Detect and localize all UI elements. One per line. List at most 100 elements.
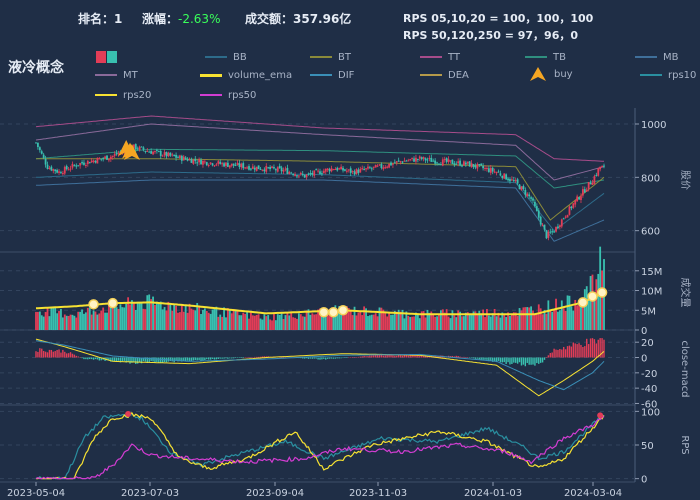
volume-bar — [234, 310, 237, 330]
volume-bar — [370, 314, 373, 330]
candle-body — [250, 168, 252, 170]
volume-bar — [138, 303, 141, 330]
macd-hist-bar — [576, 344, 578, 358]
volume-bar — [42, 316, 45, 330]
volume-bar — [154, 304, 156, 330]
candle-body — [344, 169, 346, 171]
candle-body — [574, 200, 577, 205]
candle-body — [576, 196, 579, 202]
macd-hist-bar — [470, 357, 473, 359]
macd-hist-bar — [493, 357, 496, 361]
macd-hist-bar — [131, 357, 133, 363]
macd-hist-bar — [160, 357, 162, 363]
candle-body — [282, 170, 285, 172]
volume-bar — [390, 314, 392, 330]
macd-hist-bar — [351, 357, 354, 358]
y-tick-label: 600 — [641, 227, 660, 238]
volume-bar — [129, 304, 131, 330]
candle-body — [246, 167, 248, 169]
macd-hist-bar — [35, 351, 37, 358]
y-tick-label: -60 — [641, 399, 657, 410]
candle-body — [409, 159, 412, 161]
macd-hist-bar — [326, 357, 329, 359]
volume-bar — [294, 317, 296, 330]
macd-hist-bar — [94, 357, 97, 360]
candle-body — [37, 142, 39, 147]
volume-bar — [108, 301, 110, 330]
candle-body — [420, 157, 423, 160]
macd-hist-bar — [148, 357, 150, 363]
macd-hist-bar — [409, 355, 411, 358]
candle-body — [543, 224, 546, 230]
legend-rps50: rps50 — [200, 90, 256, 101]
band-line-bt — [36, 158, 605, 221]
macd-hist-bar — [62, 349, 64, 358]
volume-bar — [102, 307, 105, 330]
macd-hist-bar — [192, 357, 195, 361]
macd-hist-bar — [98, 357, 101, 361]
band-line-tb — [35, 148, 605, 189]
y-tick-label: 50 — [641, 441, 654, 452]
candle-body — [436, 162, 438, 164]
volume-bar — [551, 311, 554, 330]
candle-body — [240, 163, 243, 168]
volume-bar — [276, 314, 279, 330]
volume-bar — [117, 308, 120, 330]
volume-bar — [226, 308, 229, 330]
volume-bar — [451, 310, 454, 330]
candle-body — [357, 169, 360, 174]
volume-bar — [353, 306, 356, 330]
macd-hist-bar — [346, 357, 348, 359]
volume-bar — [37, 311, 39, 330]
candle-body — [422, 156, 425, 159]
y-axis-label: 成交量 — [679, 278, 692, 308]
macd-hist-bar — [371, 355, 373, 358]
legend-label-dea: DEA — [448, 70, 469, 81]
volume-bar — [487, 315, 490, 330]
volume-bar — [393, 310, 396, 330]
legend-swatch-mt — [95, 74, 117, 76]
volume-bar — [140, 303, 143, 330]
macd-hist-bar — [81, 357, 83, 359]
macd-hist-bar — [413, 355, 415, 358]
macd-hist-bar — [89, 357, 91, 360]
volume-bar — [601, 270, 603, 330]
macd-hist-bar — [486, 357, 488, 360]
candle-body — [345, 170, 348, 172]
macd-hist-bar — [426, 356, 429, 358]
candle-body — [83, 162, 85, 165]
candle-body — [63, 166, 66, 174]
macd-hist-bar — [332, 357, 335, 359]
macd-hist-bar — [179, 357, 181, 362]
volume-bar — [593, 292, 596, 330]
volume-bar — [61, 317, 64, 330]
volume-bar — [132, 302, 135, 330]
candle-body — [221, 163, 224, 165]
macd-hist-bar — [353, 357, 356, 358]
macd-hist-bar — [37, 351, 39, 358]
legend-rps20: rps20 — [95, 90, 151, 101]
macd-hist-bar — [259, 356, 262, 358]
candle-body — [209, 162, 212, 164]
candle-body — [397, 160, 400, 162]
macd-hist-bar — [369, 355, 371, 358]
macd-hist-bar — [495, 357, 498, 363]
candle-body — [455, 163, 458, 165]
legend-dea: DEA — [420, 70, 469, 81]
macd-hist-bar — [204, 357, 206, 361]
volume-bar — [288, 315, 291, 330]
legend-label-tt: TT — [448, 52, 461, 63]
volume-bar — [269, 319, 272, 330]
macd-hist-bar — [127, 357, 129, 362]
candle-body — [257, 165, 260, 170]
volume-bar — [253, 315, 256, 330]
volume-bar — [570, 306, 573, 330]
candle-body — [146, 150, 149, 152]
candle-body — [213, 165, 216, 167]
candle-body — [441, 159, 444, 166]
macd-hist-bar — [92, 357, 95, 360]
volume-bar — [284, 315, 287, 330]
macd-hist-bar — [156, 357, 158, 362]
macd-hist-bar — [309, 357, 312, 359]
x-tick-label: 2023-11-03 — [349, 488, 407, 499]
